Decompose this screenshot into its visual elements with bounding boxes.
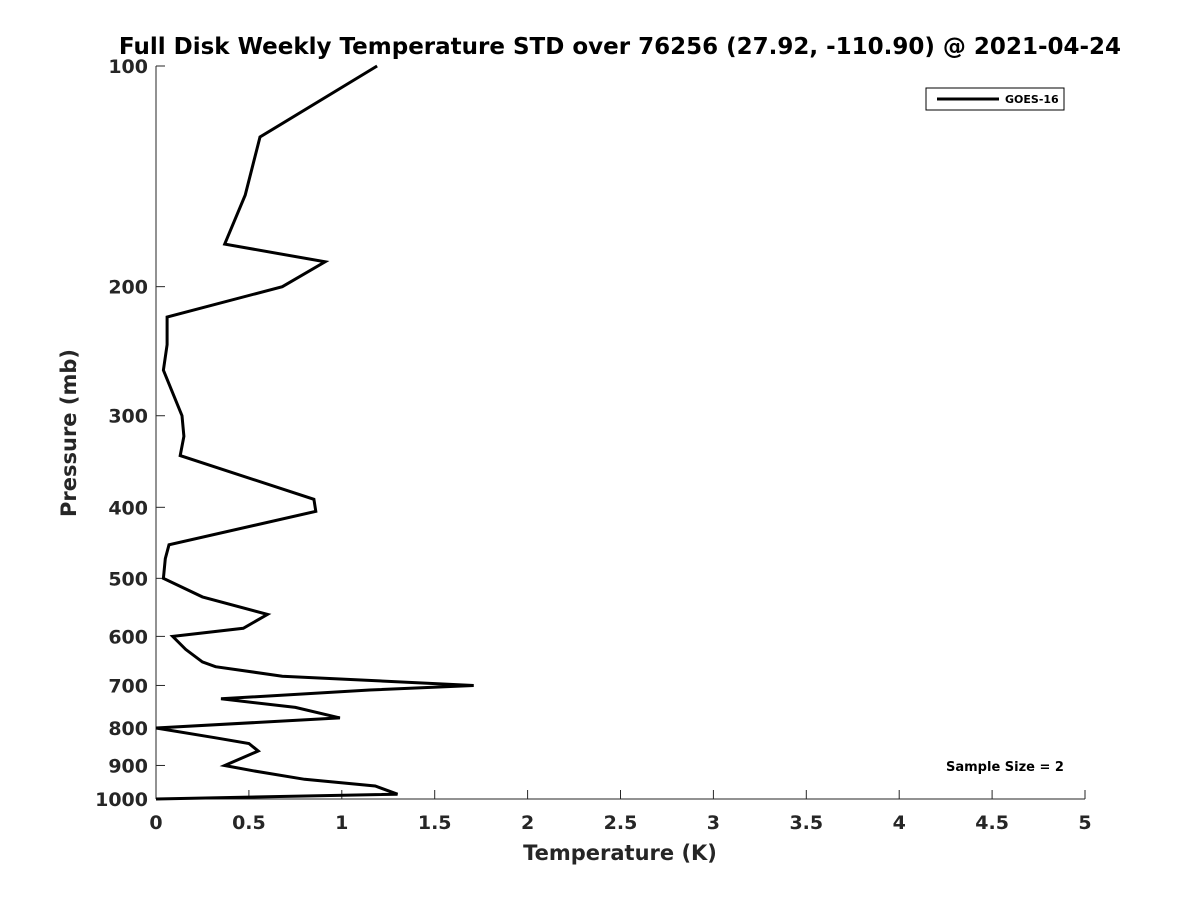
x-tick-label: 5 — [1078, 812, 1091, 834]
x-tick-label: 0 — [149, 812, 162, 834]
x-tick-label: 4.5 — [975, 812, 1009, 834]
y-tick-label: 100 — [108, 56, 148, 78]
series-layer — [156, 66, 474, 799]
chart-title: Full Disk Weekly Temperature STD over 76… — [119, 34, 1121, 60]
y-tick-label: 300 — [108, 406, 148, 428]
y-tick-label: 500 — [108, 568, 148, 590]
y-tick-label: 800 — [108, 718, 148, 740]
x-axis-label: Temperature (K) — [523, 841, 717, 865]
x-tick-label: 3.5 — [789, 812, 823, 834]
x-tick-label: 4 — [893, 812, 906, 834]
y-axis: 100 200 300 400 500 600 700 800 900 1000 — [95, 56, 165, 811]
y-tick-label: 900 — [108, 755, 148, 777]
x-tick-label: 0.5 — [232, 812, 266, 834]
series-line-goes-16 — [156, 66, 474, 799]
plot-area — [156, 66, 1085, 799]
y-tick-label: 600 — [108, 626, 148, 648]
legend-label-goes-16: GOES-16 — [1005, 93, 1059, 106]
y-tick-label: 200 — [108, 277, 148, 299]
y-axis-label: Pressure (mb) — [57, 349, 81, 517]
y-tick-label: 700 — [108, 675, 148, 697]
x-tick-label: 1 — [335, 812, 348, 834]
legend: GOES-16 — [926, 88, 1064, 110]
y-tick-label: 400 — [108, 497, 148, 519]
x-tick-label: 2.5 — [604, 812, 638, 834]
x-tick-label: 3 — [707, 812, 720, 834]
x-tick-label: 2 — [521, 812, 534, 834]
y-tick-label: 1000 — [95, 789, 148, 811]
x-tick-label: 1.5 — [418, 812, 452, 834]
sample-size-annotation: Sample Size = 2 — [946, 760, 1064, 775]
